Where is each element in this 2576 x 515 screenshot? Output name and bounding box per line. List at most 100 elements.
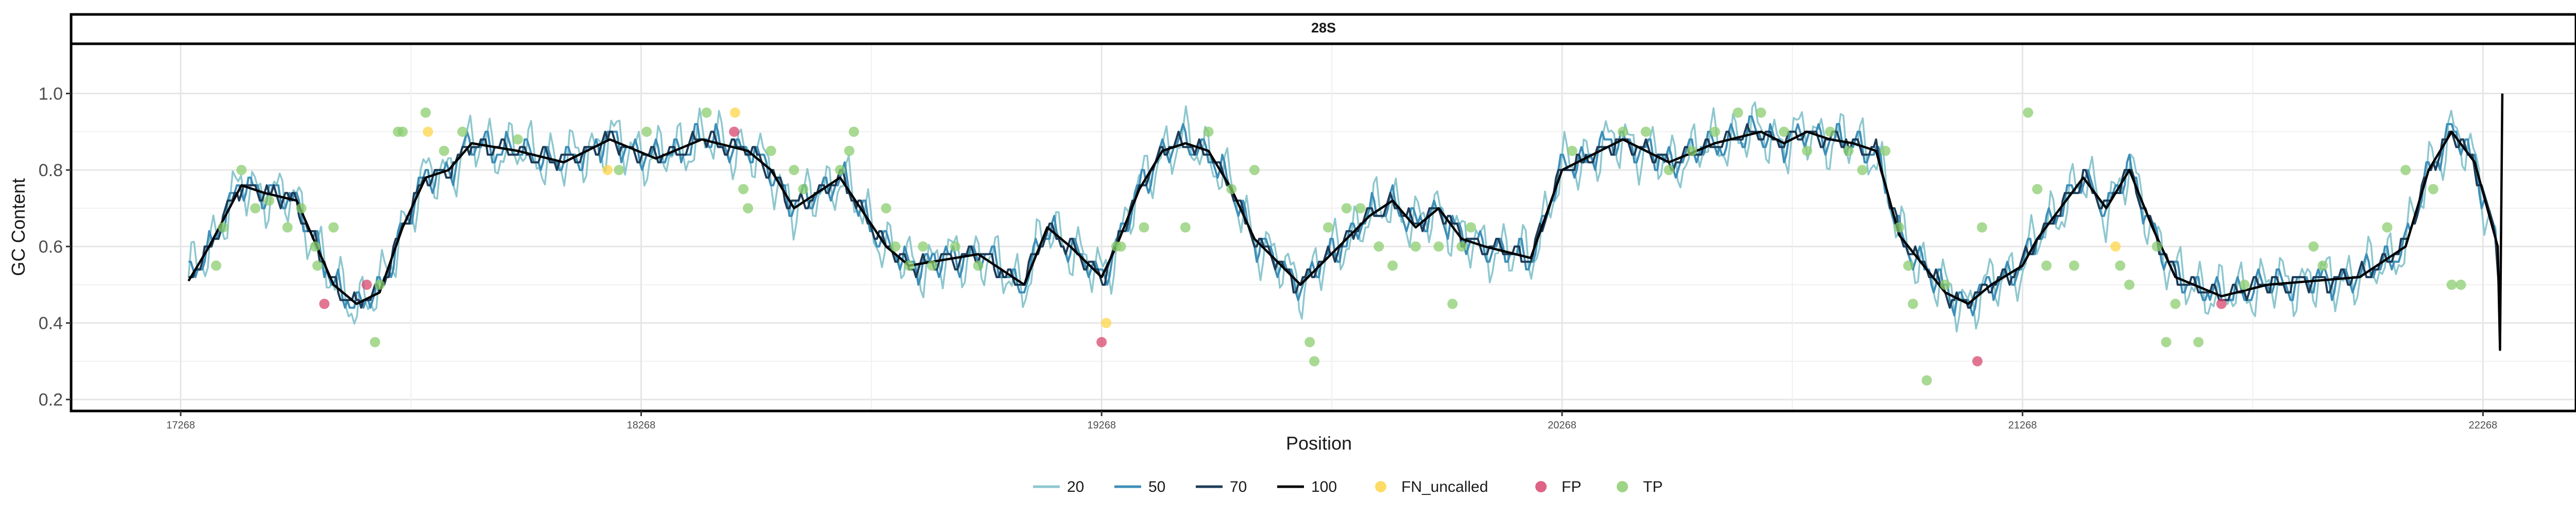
y-axis-title: GC Content (8, 178, 29, 276)
point-tp (904, 260, 914, 271)
legend-item: TP (1617, 478, 1663, 495)
point-tp (835, 165, 845, 176)
point-tp (1756, 107, 1767, 118)
legend-label: 20 (1067, 478, 1084, 495)
point-tp (1857, 165, 1868, 176)
point-tp (2428, 184, 2438, 195)
point-tp (369, 337, 380, 348)
point-tp (312, 260, 323, 271)
point-tp (374, 279, 385, 290)
grid-lines (71, 44, 2576, 411)
legend-item: 50 (1114, 478, 1165, 495)
point-tp (701, 107, 712, 118)
point-tp (1226, 184, 1237, 195)
point-tp (1466, 222, 1476, 233)
y-tick-label: 0.8 (39, 161, 63, 180)
point-tp (927, 260, 938, 271)
point-tp (1410, 241, 1421, 252)
point-tp (1903, 260, 1914, 271)
legend-label: TP (1643, 478, 1663, 495)
point-tp (1203, 126, 1214, 137)
point-tp (973, 260, 984, 271)
point-tp (397, 126, 408, 137)
point-tp (738, 184, 749, 195)
point-tp (1825, 126, 1836, 137)
point-tp (1940, 279, 1951, 290)
y-tick-label: 0.4 (39, 314, 63, 333)
point-tp (250, 203, 261, 214)
point-tp (849, 126, 859, 137)
point-tp (2041, 260, 2052, 271)
point-tp (880, 203, 891, 214)
x-tick-label: 19268 (1087, 420, 1116, 431)
point-tp (1640, 126, 1651, 137)
point-tp (789, 165, 800, 176)
point-fp (2216, 299, 2227, 310)
point-tp (1304, 337, 1315, 348)
point-tp (1894, 222, 1905, 233)
point-fn-uncalled (1101, 318, 1112, 329)
point-tp (614, 165, 624, 176)
point-tp (1617, 126, 1628, 137)
point-tp (1180, 222, 1191, 233)
legend-key-point (1375, 481, 1386, 492)
y-tick-label: 1.0 (39, 84, 63, 104)
legend-label: FP (1562, 478, 1581, 495)
point-tp (282, 222, 293, 233)
point-tp (844, 145, 855, 156)
point-tp (1115, 241, 1126, 252)
point-tp (1433, 241, 1444, 252)
point-tp (1309, 356, 1320, 367)
point-tp (641, 126, 652, 137)
point-tp (918, 241, 928, 252)
legend-item: FP (1535, 478, 1581, 495)
point-tp (2032, 184, 2043, 195)
legend-item: 20 (1033, 478, 1084, 495)
point-fp (729, 126, 739, 137)
point-tp (798, 184, 809, 195)
point-fp (319, 299, 330, 310)
point-tp (310, 241, 320, 252)
legend-label: 100 (1311, 478, 1337, 495)
point-tp (236, 165, 247, 176)
point-tp (438, 145, 449, 156)
point-tp (1139, 222, 1149, 233)
point-tp (2239, 279, 2250, 290)
point-tp (2382, 222, 2393, 233)
y-tick-label: 0.2 (39, 390, 63, 410)
point-tp (2170, 299, 2181, 310)
point-tp (2455, 279, 2466, 290)
legend-key-point (1617, 481, 1628, 492)
point-tp (2124, 279, 2135, 290)
point-tp (2115, 260, 2126, 271)
legend-label: 50 (1148, 478, 1165, 495)
series-lines (187, 93, 2504, 351)
point-tp (1977, 222, 1988, 233)
x-tick-label: 21268 (2008, 420, 2037, 431)
point-tp (2446, 279, 2457, 290)
point-tp (1733, 107, 1743, 118)
point-tp (1687, 145, 1697, 156)
point-tp (211, 260, 222, 271)
legend: 20 50 70 100 FN_uncalled FP TP (1033, 478, 1663, 495)
y-tick-label: 0.6 (39, 237, 63, 257)
point-tp (1447, 299, 1458, 310)
point-tp (217, 222, 228, 233)
facet-strip-box (70, 13, 2576, 45)
point-fn-uncalled (602, 165, 613, 176)
point-tp (1374, 241, 1384, 252)
point-tp (1709, 126, 1720, 137)
point-tp (1323, 222, 1333, 233)
point-tp (2069, 260, 2079, 271)
legend-key-point (1535, 481, 1547, 492)
legend-item: 100 (1277, 478, 1337, 495)
point-fn-uncalled (730, 107, 740, 118)
point-tp (1908, 299, 1918, 310)
point-tp (328, 222, 339, 233)
point-tp (2023, 107, 2033, 118)
point-fp (1096, 337, 1107, 348)
point-tp (1387, 260, 1398, 271)
point-fp (361, 279, 372, 290)
point-tp (890, 241, 901, 252)
